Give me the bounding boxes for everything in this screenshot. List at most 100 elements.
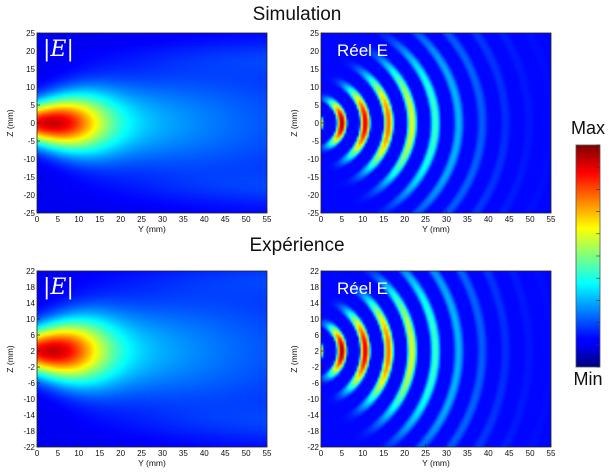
y-tick-label: 10 — [26, 315, 35, 324]
x-tick-label: 0 — [35, 215, 40, 224]
y-tick-label: 20 — [26, 47, 35, 56]
x-tick-label: 55 — [547, 449, 556, 458]
y-tick-label: -20 — [307, 191, 319, 200]
y-tick-label: -20 — [23, 191, 35, 200]
x-tick-label: 55 — [263, 449, 272, 458]
x-tick-label: 25 — [137, 215, 146, 224]
y-tick-label: -15 — [23, 173, 35, 182]
x-tick-label: 0 — [319, 215, 324, 224]
x-tick-label: 20 — [116, 449, 125, 458]
x-axis-label: Y (mm) — [422, 224, 450, 234]
x-tick-label: 55 — [263, 215, 272, 224]
y-axis-label: Z (mm) — [5, 345, 15, 373]
x-tick-label: 40 — [484, 449, 493, 458]
x-tick-label: 35 — [179, 215, 188, 224]
colorbar-max-label: Max — [571, 118, 605, 138]
colorbar-min-label: Min — [573, 369, 602, 389]
y-tick-label: 0 — [31, 119, 36, 128]
heatmap-panel-1: 0 5 10 15 20 25 30 35 40 45 50 552520151050-5-10-15… — [5, 29, 272, 234]
x-tick-label: 5 — [56, 215, 61, 224]
y-tick-label: 5 — [315, 101, 320, 110]
y-tick-label: 5 — [31, 101, 36, 110]
y-tick-label: -6 — [28, 379, 36, 388]
y-tick-label: 14 — [310, 299, 319, 308]
y-tick-label: 25 — [310, 29, 319, 38]
y-tick-label: -14 — [23, 411, 35, 420]
y-axis-label: Z (mm) — [289, 109, 299, 137]
x-tick-label: 45 — [221, 215, 230, 224]
x-tick-label: 50 — [242, 215, 251, 224]
x-tick-label: 15 — [95, 449, 104, 458]
y-tick-label: 18 — [310, 283, 319, 292]
y-tick-label: 0 — [315, 119, 320, 128]
x-tick-label: 40 — [484, 215, 493, 224]
x-tick-label: 15 — [95, 215, 104, 224]
y-tick-label: 22 — [310, 267, 319, 276]
x-tick-label: 5 — [340, 215, 345, 224]
y-tick-label: 10 — [26, 83, 35, 92]
y-tick-label: 10 — [310, 315, 319, 324]
y-tick-label: 2 — [315, 347, 320, 356]
y-tick-label: 2 — [31, 347, 36, 356]
x-tick-label: 0 — [35, 449, 40, 458]
heatmap-panel-3: 0 5 10 15 20 25 30 35 40 45 50 55 22 18 14 10 6 2 -2 -6 -10 -… — [5, 267, 272, 468]
y-tick-label: -10 — [307, 395, 319, 404]
y-axis-label: Z (mm) — [5, 109, 15, 137]
x-tick-label: 5 — [56, 449, 61, 458]
heatmap-panel-2: 0 5 10 15 20 25 30 35 40 45 50 552520151050-5-10-15… — [289, 29, 556, 234]
x-tick-label: 55 — [547, 215, 556, 224]
x-axis-label: Y (mm) — [422, 458, 450, 468]
y-tick-label: -6 — [312, 379, 320, 388]
y-tick-label: 6 — [31, 331, 36, 340]
y-tick-label: 6 — [315, 331, 320, 340]
y-tick-label: 10 — [310, 83, 319, 92]
y-tick-label: -18 — [307, 427, 319, 436]
x-tick-label: 40 — [200, 215, 209, 224]
x-tick-label: 20 — [116, 215, 125, 224]
y-tick-label: -5 — [28, 137, 36, 146]
x-tick-label: 35 — [179, 449, 188, 458]
panel-label: Réel E — [337, 41, 388, 60]
x-tick-label: 30 — [442, 215, 451, 224]
y-tick-label: -2 — [28, 363, 36, 372]
x-axis-label: Y (mm) — [138, 458, 166, 468]
panel-label: |E| — [43, 37, 74, 62]
x-tick-label: 10 — [358, 215, 367, 224]
x-tick-label: 20 — [400, 449, 409, 458]
y-tick-label: -18 — [23, 427, 35, 436]
x-tick-label: 45 — [505, 215, 514, 224]
x-tick-label: 25 — [421, 215, 430, 224]
x-tick-label: 40 — [200, 449, 209, 458]
y-tick-label: -15 — [307, 173, 319, 182]
y-tick-label: -25 — [307, 209, 319, 218]
y-tick-label: -10 — [307, 155, 319, 164]
x-tick-label: 25 — [421, 449, 430, 458]
x-tick-label: 20 — [400, 215, 409, 224]
x-tick-label: 45 — [505, 449, 514, 458]
y-tick-label: -14 — [307, 411, 319, 420]
y-tick-label: -25 — [23, 209, 35, 218]
y-tick-label: -22 — [307, 443, 319, 452]
x-tick-label: 25 — [137, 449, 146, 458]
y-tick-label: -10 — [23, 395, 35, 404]
y-tick-label: -10 — [23, 155, 35, 164]
x-tick-label: 10 — [74, 215, 83, 224]
y-tick-label: 18 — [26, 283, 35, 292]
x-tick-label: 50 — [526, 449, 535, 458]
panel-label: Réel E — [337, 279, 388, 298]
x-tick-label: 30 — [158, 449, 167, 458]
y-tick-label: 14 — [26, 299, 35, 308]
x-tick-label: 50 — [242, 449, 251, 458]
heatmap-panel-4: 0 5 10 15 20 25 30 35 40 45 50 552218141062-2-6-10-… — [289, 267, 556, 468]
y-tick-label: 22 — [26, 267, 35, 276]
y-tick-label: 15 — [26, 65, 35, 74]
y-tick-label: 15 — [310, 65, 319, 74]
x-tick-label: 30 — [158, 215, 167, 224]
y-tick-label: -5 — [312, 137, 320, 146]
y-tick-label: 25 — [26, 29, 35, 38]
y-tick-label: -22 — [23, 443, 35, 452]
x-tick-label: 0 — [319, 449, 324, 458]
heatmap-field-image — [321, 33, 551, 213]
y-axis-label: Z (mm) — [289, 345, 299, 373]
